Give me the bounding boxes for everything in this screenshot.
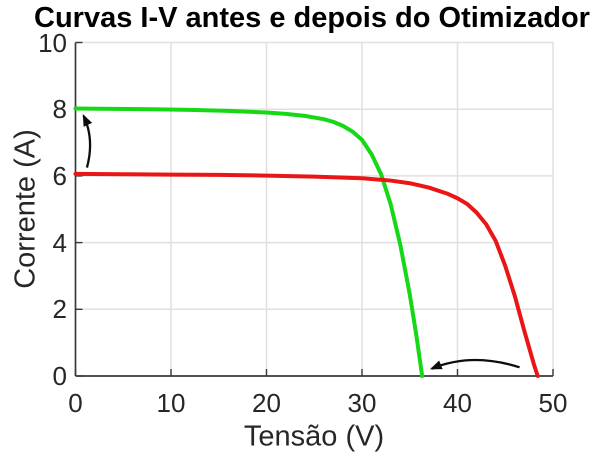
current-increase-arrow <box>82 114 93 168</box>
x-tick-label: 20 <box>252 388 281 418</box>
y-tick-label: 4 <box>52 227 67 258</box>
green-curve-depois <box>73 106 425 378</box>
x-tick-label: 30 <box>347 388 377 418</box>
y-tick-label: 0 <box>52 361 67 391</box>
y-tick-label: 2 <box>52 294 67 325</box>
voltage-decrease-arrow <box>429 358 520 370</box>
y-tick-label: 6 <box>52 160 67 191</box>
x-tick-label: 40 <box>443 388 472 418</box>
x-tick-label: 50 <box>538 388 568 418</box>
y-tick-label: 10 <box>38 27 67 58</box>
y-tick-label: 8 <box>52 94 67 125</box>
x-tick-label: 10 <box>156 388 186 418</box>
x-tick-label: 0 <box>68 388 83 418</box>
chart-title: Curvas I-V antes e depois do Otimizador <box>34 2 590 34</box>
x-axis-label: Tensão (V) <box>243 420 385 453</box>
red-curve-antes <box>73 171 540 378</box>
